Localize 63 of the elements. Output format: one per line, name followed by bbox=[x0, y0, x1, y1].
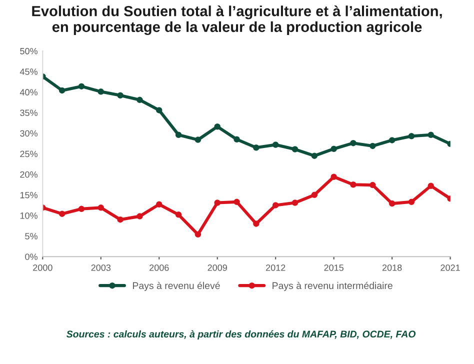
y-tick-label: 10% bbox=[20, 212, 38, 219]
point bbox=[58, 210, 66, 217]
point bbox=[370, 182, 376, 188]
legend-label: Pays à revenu élevé bbox=[132, 282, 220, 291]
point bbox=[428, 132, 434, 138]
point bbox=[408, 132, 415, 140]
y-tick-label: 35% bbox=[20, 110, 38, 116]
y-tick-label: 25% bbox=[20, 150, 38, 158]
point bbox=[78, 83, 85, 90]
legend-label: Pays à revenu intermédiaire bbox=[272, 282, 392, 291]
x-tick-label: 2012 bbox=[266, 264, 286, 271]
point bbox=[156, 201, 162, 208]
point bbox=[194, 231, 202, 238]
y-tick-label: 30% bbox=[20, 130, 38, 137]
point bbox=[350, 182, 356, 188]
x-tick-label: 2000 bbox=[33, 264, 52, 271]
point bbox=[136, 96, 143, 104]
point bbox=[98, 88, 104, 95]
point bbox=[330, 146, 337, 152]
point bbox=[234, 198, 240, 206]
x-tick-label: 2015 bbox=[324, 264, 344, 271]
point bbox=[311, 192, 318, 198]
point bbox=[58, 87, 66, 94]
chart-title: Evolution du Soutien total à l’agriculture et à l’alimentation, en pourcentage de la valeur de la production agricole bbox=[32, 5, 442, 36]
x-tick-label: 2006 bbox=[150, 264, 169, 271]
source-note: Sources : calculs auteurs, à partir des données du MAFAP, BID, OCDE, FAO bbox=[66, 330, 416, 340]
y-tick-label: 45% bbox=[20, 68, 38, 75]
point bbox=[350, 140, 356, 146]
point bbox=[408, 198, 415, 206]
point bbox=[194, 136, 202, 143]
point bbox=[78, 206, 85, 212]
point bbox=[214, 200, 220, 206]
point bbox=[117, 92, 124, 99]
y-tick-label: 50% bbox=[20, 48, 38, 54]
point bbox=[234, 136, 240, 143]
point bbox=[214, 124, 220, 130]
point bbox=[98, 204, 104, 211]
x-tick-label: 2021 bbox=[440, 264, 460, 271]
y-tick-label: 15% bbox=[20, 192, 38, 198]
y-tick-label: 5% bbox=[25, 233, 38, 240]
x-tick-label: 2009 bbox=[208, 264, 227, 271]
point bbox=[292, 146, 298, 152]
y-tick-label: 0% bbox=[25, 254, 38, 260]
point bbox=[428, 182, 434, 189]
y-tick-label: 20% bbox=[20, 171, 38, 178]
point bbox=[292, 200, 298, 206]
x-tick-label: 2018 bbox=[382, 264, 402, 271]
point bbox=[156, 107, 162, 114]
point bbox=[175, 212, 182, 218]
point bbox=[117, 216, 124, 223]
point bbox=[253, 220, 260, 227]
point bbox=[136, 213, 143, 220]
point bbox=[388, 200, 396, 207]
point bbox=[388, 137, 396, 144]
point bbox=[272, 202, 279, 208]
point bbox=[311, 152, 318, 159]
y-tick-label: 40% bbox=[20, 89, 38, 96]
point bbox=[272, 142, 279, 148]
point bbox=[253, 144, 260, 151]
x-tick-label: 2003 bbox=[91, 264, 111, 271]
point bbox=[370, 142, 376, 150]
point bbox=[175, 132, 182, 138]
point bbox=[330, 174, 337, 180]
